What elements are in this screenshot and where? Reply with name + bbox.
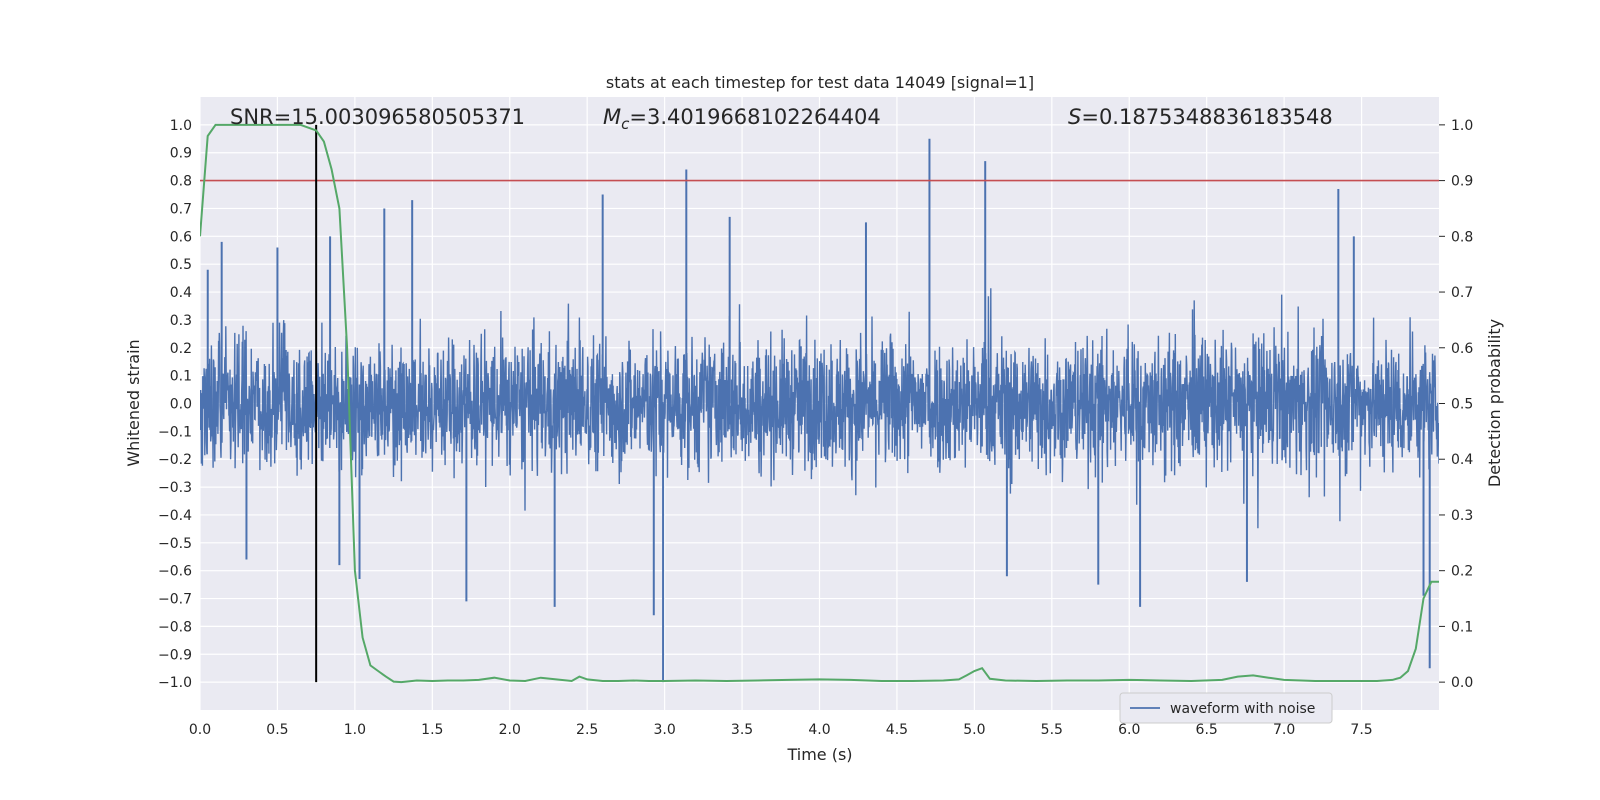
x-tick-label: 5.0 xyxy=(963,722,985,738)
y2-tick-labels: 1.0 0.9 0.8 0.7 0.6 0.5 0.4 0.3 0.2 0.1 0.0 xyxy=(1439,118,1473,691)
y-tick-label: −0.9 xyxy=(158,647,192,663)
y-tick-label: 0.8 xyxy=(170,174,192,190)
x-tick-label: 5.5 xyxy=(1041,722,1063,738)
s-value: =0.1875348836183548 xyxy=(1081,105,1332,129)
y-tick-label: 0.0 xyxy=(170,397,192,413)
y-tick-label: 0.1 xyxy=(170,369,192,385)
y2-tick-label: 0.5 xyxy=(1451,397,1473,413)
y2-tick-label: 0.4 xyxy=(1451,452,1473,468)
y2-axis-label: Detection probability xyxy=(1485,319,1504,487)
x-tick-labels: 0.0 0.5 1.0 1.5 2.0 2.5 3.0 3.5 4.0 4.5 5.0 5.5 6.0 6… xyxy=(189,722,1373,738)
mc-symbol: M xyxy=(603,105,621,129)
y-tick-label: 1.0 xyxy=(170,118,192,134)
s-annotation: S=0.1875348836183548 xyxy=(1068,105,1333,129)
mc-subscript: c xyxy=(621,115,630,133)
y-tick-label: −0.5 xyxy=(158,536,192,552)
y-tick-label: −1.0 xyxy=(158,675,192,691)
y2-tick-label: 0.9 xyxy=(1451,174,1473,190)
y-tick-label: 0.5 xyxy=(170,257,192,273)
chart-title: stats at each timestep for test data 140… xyxy=(606,73,1034,92)
x-tick-label: 4.5 xyxy=(886,722,908,738)
reference-lines xyxy=(200,124,1439,683)
probability-series xyxy=(200,123,1439,684)
y2-tick-label: 0.6 xyxy=(1451,341,1473,357)
x-tick-label: 6.0 xyxy=(1118,722,1140,738)
y-tick-label: −0.4 xyxy=(158,508,192,524)
detection-probability-line xyxy=(200,123,1439,684)
y2-tick-label: 1.0 xyxy=(1451,118,1473,134)
x-tick-label: 2.5 xyxy=(576,722,598,738)
y-tick-label: −0.6 xyxy=(158,564,192,580)
y2-tick-label: 0.7 xyxy=(1451,285,1473,301)
waveform-series xyxy=(200,138,1439,683)
x-tick-label: 6.5 xyxy=(1196,722,1218,738)
y-tick-label: 0.4 xyxy=(170,285,192,301)
y-tick-label: −0.1 xyxy=(158,424,192,440)
x-tick-label: 0.5 xyxy=(266,722,288,738)
legend-label-waveform: waveform with noise xyxy=(1170,701,1315,717)
snr-annotation: SNR=15.003096580505371 xyxy=(230,105,525,129)
y-tick-label: 0.3 xyxy=(170,313,192,329)
y-axis-label: Whitened strain xyxy=(124,339,143,466)
x-tick-label: 0.0 xyxy=(189,722,211,738)
y-tick-label: −0.7 xyxy=(158,592,192,608)
y2-tick-label: 0.3 xyxy=(1451,508,1473,524)
y-tick-label: −0.2 xyxy=(158,452,192,468)
s-symbol: S xyxy=(1068,105,1081,129)
waveform-line xyxy=(200,288,1439,529)
y-tick-label: 0.9 xyxy=(170,146,192,162)
x-tick-label: 2.0 xyxy=(499,722,521,738)
y2-tick-label: 0.2 xyxy=(1451,564,1473,580)
x-tick-label: 7.5 xyxy=(1350,722,1372,738)
y-tick-label: 0.7 xyxy=(170,201,192,217)
x-tick-label: 4.0 xyxy=(808,722,830,738)
legend: waveform with noise xyxy=(1119,692,1333,724)
x-tick-label: 1.5 xyxy=(421,722,443,738)
y2-tick-label: 0.0 xyxy=(1451,675,1473,691)
y-tick-label: −0.3 xyxy=(158,480,192,496)
y-tick-label: 0.2 xyxy=(170,341,192,357)
y-tick-label: −0.8 xyxy=(158,619,192,635)
y2-tick-label: 0.1 xyxy=(1451,619,1473,635)
x-tick-label: 3.0 xyxy=(653,722,675,738)
x-axis-label: Time (s) xyxy=(786,745,852,764)
mc-value: =3.4019668102264404 xyxy=(629,105,880,129)
x-tick-label: 3.5 xyxy=(731,722,753,738)
y-tick-labels: 1.0 0.9 0.8 0.7 0.6 0.5 0.4 0.3 0.2 0.1 0.0 −0.1 −0.… xyxy=(158,118,192,691)
x-tick-label: 1.0 xyxy=(344,722,366,738)
y2-tick-label: 0.8 xyxy=(1451,229,1473,245)
x-tick-label: 7.0 xyxy=(1273,722,1295,738)
legend-box xyxy=(1119,692,1333,724)
chirp-mass-annotation: Mc=3.4019668102264404 xyxy=(603,105,881,133)
y-tick-label: 0.6 xyxy=(170,229,192,245)
